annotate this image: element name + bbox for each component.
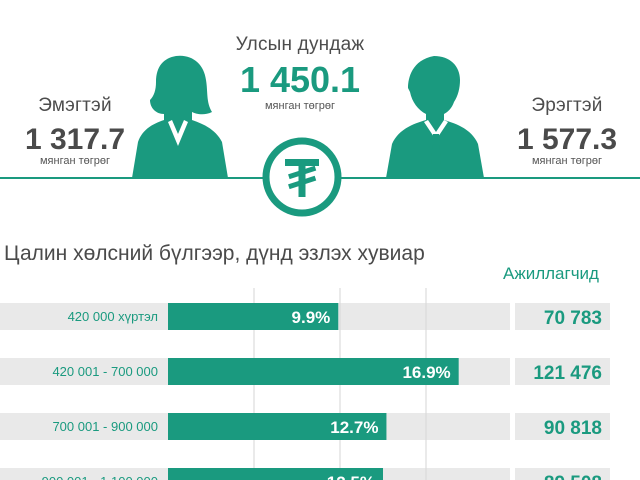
salary-distribution-chart: 9.9% 420 000 хүртэл 70 783 16.9% 420 001 - 7… [0, 288, 610, 480]
national-average-value: 1 450.1 [239, 59, 361, 100]
category-label: 700 001 - 900 000 [52, 419, 158, 434]
workers-row-background [515, 413, 610, 440]
bar [168, 303, 339, 330]
tugrik-icon [262, 137, 342, 217]
national-average-unit: мянган төгрөг [264, 100, 336, 112]
female-average: Эмэгтэй 1 317.7 мянган төгрөг [0, 95, 150, 167]
bar-value-label: 12.7% [330, 418, 378, 437]
bar [168, 358, 459, 385]
chart-title: Цалин хөлсний бүлгээр, дүнд эзлэх хувиар [4, 242, 425, 265]
female-unit: мянган төгрөг [39, 155, 111, 167]
workers-count: 90 818 [544, 418, 602, 439]
national-average-label: Улсын дундаж [235, 34, 365, 55]
workers-count: 89 508 [544, 473, 602, 480]
national-average: Улсын дундаж 1 450.1 мянган төгрөг [220, 34, 380, 112]
workers-count: 121 476 [533, 363, 602, 384]
male-label: Эрэгтэй [531, 95, 603, 116]
workers-count: 70 783 [544, 308, 602, 329]
female-silhouette-icon [132, 55, 228, 178]
bar-value-label: 9.9% [292, 308, 331, 327]
male-silhouette-icon [386, 56, 484, 178]
workers-row-background [515, 303, 610, 330]
bar-value-label: 16.9% [402, 363, 450, 382]
male-value: 1 577.3 [516, 123, 618, 156]
bar [168, 413, 387, 440]
bar [168, 468, 383, 480]
male-unit: мянган төгрөг [531, 155, 603, 167]
category-label: 420 000 хүртэл [68, 309, 158, 324]
female-value: 1 317.7 [24, 123, 126, 156]
workers-row-background [515, 468, 610, 480]
bar-value-label: 12.5% [327, 473, 375, 480]
category-label: 420 001 - 700 000 [52, 364, 158, 379]
male-average: Эрэгтэй 1 577.3 мянган төгрөг [492, 95, 640, 167]
workers-column-header: Ажиллагчид [503, 264, 599, 283]
female-label: Эмэгтэй [38, 95, 112, 116]
workers-row-background [515, 358, 610, 385]
category-label: 900 001 - 1 100 000 [42, 474, 158, 480]
